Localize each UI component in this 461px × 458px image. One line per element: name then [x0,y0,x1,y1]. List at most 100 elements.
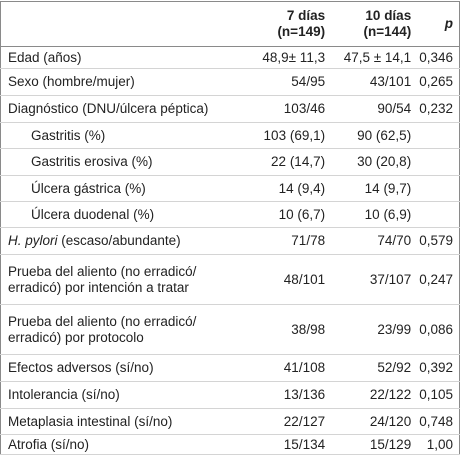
cell-text: 71/78 [291,233,326,248]
value-cell: 22 (14,7) [231,148,339,176]
value-cell: 71/78 [231,227,339,255]
row-label: Edad (años) [0,46,232,69]
table-row: Prueba del aliento (no erradicó/erradicó… [0,254,460,305]
cell-text: 103/46 [283,101,326,116]
value-cell: 23/99 [338,304,420,355]
row-label: Gastritis (%) [0,122,232,149]
header-text: (n=149) [277,24,326,39]
value-cell: 24/120 [338,408,420,435]
value-cell: 90/54 [338,95,420,123]
cell-text: 23/99 [377,321,412,337]
value-cell: 52/92 [338,354,420,382]
label-text: Intolerancia (sí/no) [8,387,120,402]
cell-text: 10 (6,9) [364,206,412,222]
label-text: erradicó) por intención a tratar [8,279,189,295]
value-cell [419,201,460,228]
value-cell: 0,232 [419,95,460,123]
cell-text: 22/122 [369,387,412,402]
value-cell: 37/107 [338,254,420,305]
row-label: Efectos adversos (sí/no) [0,354,232,382]
table-row: Diagnóstico (DNU/úlcera péptica) 103/46 90… [0,95,460,123]
table-row: Gastritis erosiva (%) 22 (14,7) 30 (20,8) [0,148,460,176]
header-text: 10 días [365,8,412,23]
label-text: Metaplasia intestinal (sí/no) [8,413,173,429]
cell-text: 0,392 [419,360,453,375]
value-cell: 15/129 [338,434,420,455]
row-label: Metaplasia intestinal (sí/no) [0,408,232,435]
value-cell: 30 (20,8) [338,148,420,176]
value-cell: 0,579 [419,227,460,255]
label-text: Atrofia (sí/no) [8,436,90,452]
cell-text: 37/107 [369,271,412,287]
cell-text: 14 (9,7) [364,180,412,196]
cell-text: 1,00 [426,436,453,452]
cell-text: 48,9± 11,3 [262,49,326,65]
value-cell: 14 (9,4) [231,175,339,202]
value-cell: 22/122 [338,381,420,409]
cell-text: 15/134 [283,436,326,452]
row-label: Úlcera gástrica (%) [0,175,232,202]
header-cell: 10 días (n=144) [338,1,420,47]
value-cell: 14 (9,7) [338,175,420,202]
value-cell: 13/136 [231,381,339,409]
cell-text: 10 (6,7) [278,206,326,222]
cell-text: 48/101 [283,271,326,287]
label-text: Edad (años) [8,49,82,65]
cell-text: 0,265 [419,74,453,89]
value-cell: 38/98 [231,304,339,355]
row-label: Intolerancia (sí/no) [0,381,232,409]
value-cell: 22/127 [231,408,339,435]
row-label: Sexo (hombre/mujer) [0,68,232,96]
cell-text: 13/136 [283,387,326,402]
table-row: Sexo (hombre/mujer) 54/95 43/101 0,265 [0,68,460,96]
cell-text: 14 (9,4) [278,180,326,196]
value-cell: 41/108 [231,354,339,382]
row-label: Úlcera duodenal (%) [0,201,232,228]
value-cell: 0,265 [419,68,460,96]
value-cell: 0,748 [419,408,460,435]
row-label: Atrofia (sí/no) [0,434,232,455]
table-row: Úlcera duodenal (%) 10 (6,7) 10 (6,9) [0,201,460,228]
header-text: (n=144) [363,24,412,39]
label-text: Prueba del aliento (no erradicó/ [8,263,197,279]
label-text: Gastritis (%) [31,127,106,143]
value-cell [419,148,460,176]
label-text: H. pylori [8,233,58,248]
label-text: Úlcera gástrica (%) [31,180,146,196]
cell-text: 15/129 [369,436,412,452]
table-row: Gastritis (%) 103 (69,1) 90 (62,5) [0,122,460,149]
table-row: Edad (años) 48,9± 11,3 47,5 ± 14,1 0,346 [0,46,460,69]
label-text: Sexo (hombre/mujer) [8,74,135,89]
row-label: H. pylori (escaso/abundante) [0,227,232,255]
cell-text: 74/70 [377,233,412,248]
table-row: Intolerancia (sí/no) 13/136 22/122 0,105 [0,381,460,409]
value-cell: 48,9± 11,3 [231,46,339,69]
row-label: Prueba del aliento (no erradicó/erradicó… [0,304,232,355]
value-cell: 47,5 ± 14,1 [338,46,420,69]
header-row: 7 días (n=149) 10 días (n=144) p [0,1,460,47]
cell-text: 0,232 [419,101,453,116]
cell-text: 0,105 [419,387,453,402]
cell-text: 43/101 [369,74,412,89]
cell-text: 22/127 [283,413,326,429]
value-cell: 54/95 [231,68,339,96]
label-text: Úlcera duodenal (%) [31,206,155,222]
value-cell: 90 (62,5) [338,122,420,149]
row-label: Gastritis erosiva (%) [0,148,232,176]
cell-text: 90/54 [377,101,412,116]
label-text: erradicó) por protocolo [8,329,144,345]
value-cell: 0,105 [419,381,460,409]
cell-text: 41/108 [283,360,326,375]
value-cell: 43/101 [338,68,420,96]
value-cell: 74/70 [338,227,420,255]
table-row: Metaplasia intestinal (sí/no) 22/127 24/12… [0,408,460,435]
value-cell [419,175,460,202]
cell-text: 22 (14,7) [271,154,326,169]
header-cell: p [419,1,460,47]
cell-text: 103 (69,1) [263,127,326,143]
header-cell: 7 días (n=149) [231,1,339,47]
table-row: H. pylori (escaso/abundante) 71/78 74/70 0,… [0,227,460,255]
value-cell: 10 (6,9) [338,201,420,228]
